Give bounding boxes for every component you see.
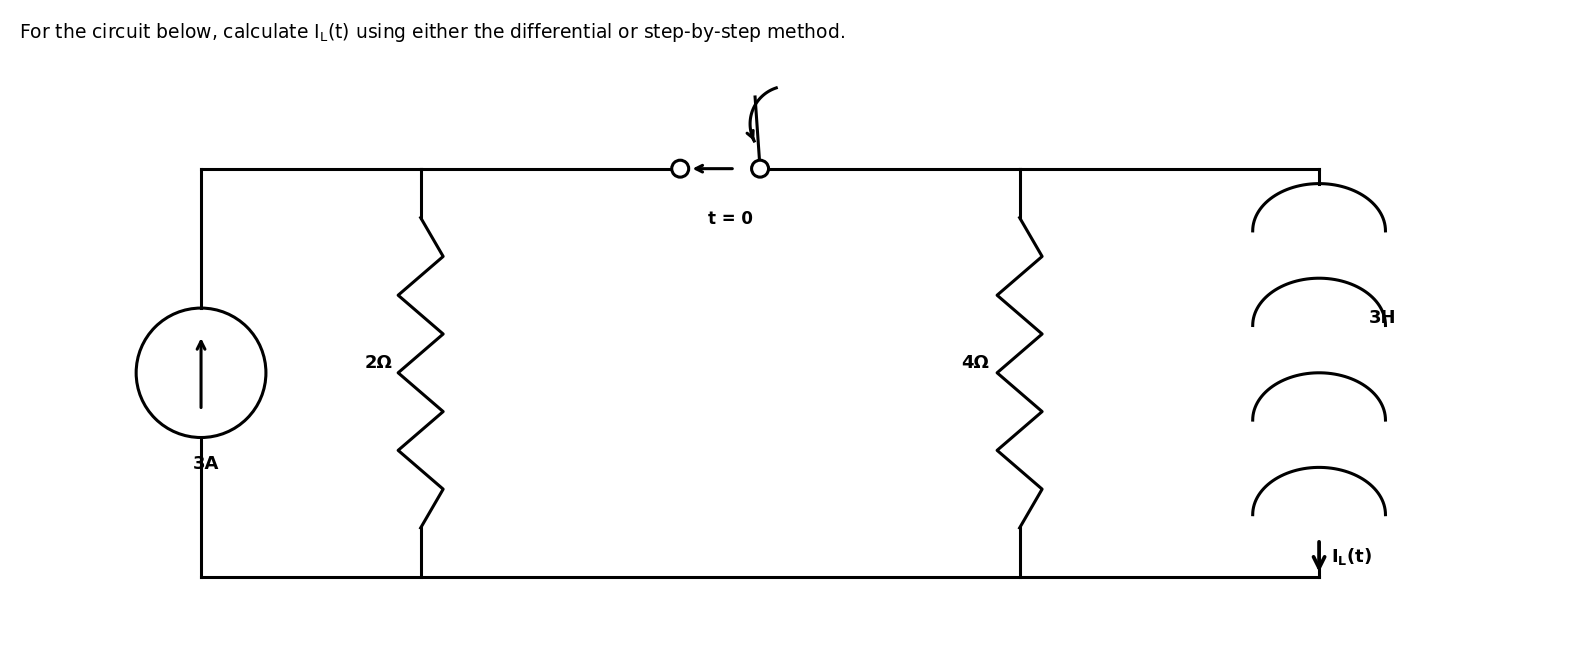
Text: 2Ω: 2Ω	[365, 354, 392, 372]
Text: t = 0: t = 0	[708, 211, 752, 229]
Text: For the circuit below, calculate $\mathregular{I_L}$(t) using either the differe: For the circuit below, calculate $\mathr…	[19, 21, 845, 44]
Circle shape	[752, 160, 768, 177]
Text: 3H: 3H	[1369, 309, 1396, 327]
Text: 4Ω: 4Ω	[961, 354, 988, 372]
Text: 3A: 3A	[193, 456, 220, 474]
Circle shape	[671, 160, 689, 177]
Text: $\mathregular{I_L}$(t): $\mathregular{I_L}$(t)	[1331, 546, 1372, 568]
